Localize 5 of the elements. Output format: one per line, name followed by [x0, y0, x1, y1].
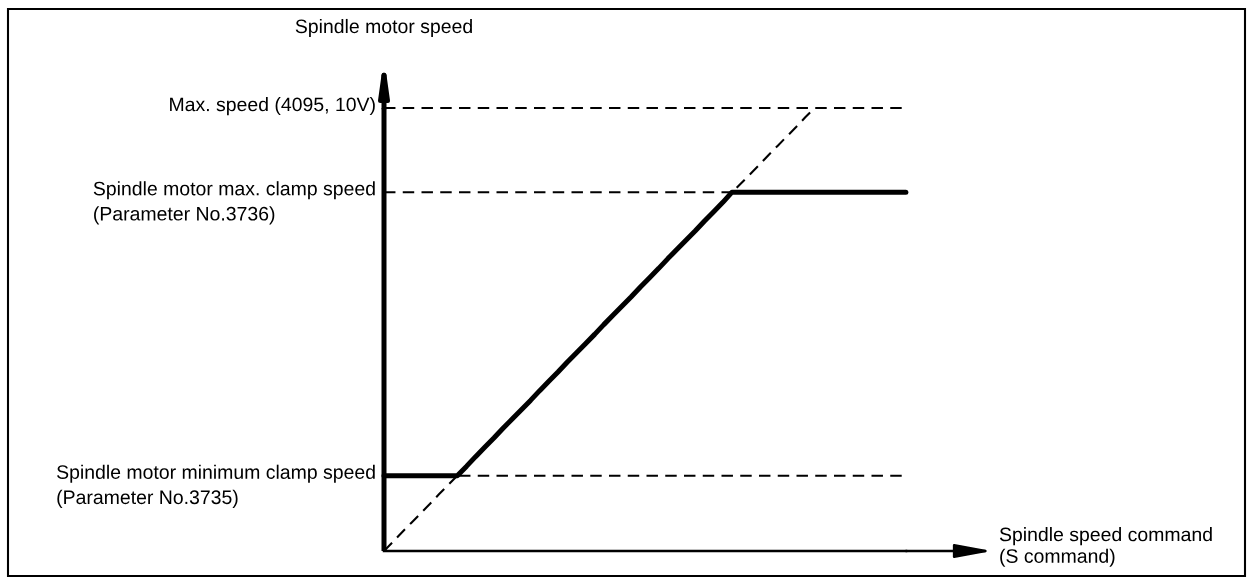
ref-line-label: Spindle motor minimum clamp speed (Parameter No.3735) [57, 464, 375, 508]
ref-line-label: Max. speed (4095, 10V) [170, 97, 375, 116]
ref-line-label: Spindle motor max. clamp speed (Parameter No.3736) [93, 181, 375, 225]
x-axis-title: Spindle speed command (S command) [999, 527, 1212, 567]
y-axis-title: Spindle motor speed [295, 18, 472, 38]
